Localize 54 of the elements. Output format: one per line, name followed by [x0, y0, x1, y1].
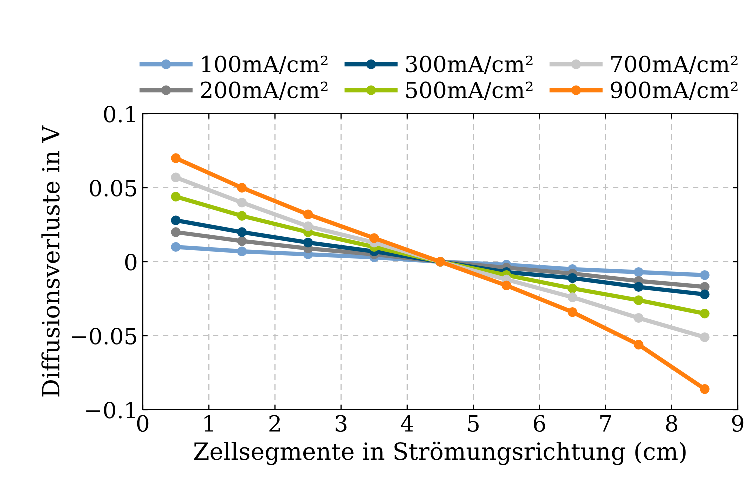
y-axis-title: Diffusionsverluste in V: [42, 126, 60, 397]
point: [634, 313, 644, 324]
point: [237, 183, 248, 193]
legend-label: 200mA/cm²: [201, 82, 328, 100]
point: [700, 290, 710, 300]
y-tick-label: 0: [125, 254, 137, 271]
point: [237, 236, 248, 246]
x-tick-label: 1: [204, 415, 214, 432]
y-tick-label: −0.05: [72, 328, 136, 345]
x-tick-label: 8: [666, 415, 678, 432]
point: [237, 211, 248, 221]
point: [171, 154, 181, 164]
x-tick-label: 2: [270, 415, 280, 432]
point: [171, 192, 181, 202]
legend-label: 700mA/cm²: [612, 56, 738, 74]
point: [568, 273, 578, 284]
y-tick-label: −0.1: [86, 402, 135, 419]
point: [634, 282, 644, 292]
point: [700, 332, 710, 342]
y-tick-label: 0.05: [90, 180, 136, 197]
legend-label: 100mA/cm²: [202, 56, 328, 74]
point: [237, 246, 248, 256]
x-tick-label: 7: [600, 416, 612, 432]
point: [303, 210, 314, 220]
x-tick-label: 4: [401, 415, 414, 432]
point: [700, 384, 710, 394]
point: [568, 307, 578, 318]
legend-label: 500mA/cm²: [406, 82, 533, 100]
x-axis-title: Zellsegmente in Strömungsrichtung (cm): [194, 442, 686, 466]
point: [568, 284, 578, 294]
point: [171, 242, 181, 252]
point: [634, 268, 644, 278]
x-tick-label: 5: [468, 416, 479, 432]
point: [700, 308, 710, 319]
point: [303, 238, 314, 248]
point: [700, 270, 710, 280]
x-tick-label: 3: [336, 415, 347, 432]
point: [568, 292, 578, 302]
y-tick-label: 0.1: [104, 106, 135, 123]
point: [237, 198, 248, 208]
point: [634, 296, 644, 306]
point: [171, 228, 181, 238]
point: [634, 340, 644, 350]
point: [237, 228, 248, 238]
point: [370, 233, 380, 244]
legend-label: 300mA/cm²: [406, 56, 533, 74]
point: [502, 280, 512, 291]
point: [171, 216, 181, 226]
x-tick-label: 0: [137, 415, 149, 432]
x-tick-label: 6: [534, 415, 546, 432]
x-tick-label: 9: [732, 415, 744, 432]
legend-label: 900mA/cm²: [611, 82, 738, 100]
point: [303, 222, 314, 232]
point: [171, 172, 181, 182]
